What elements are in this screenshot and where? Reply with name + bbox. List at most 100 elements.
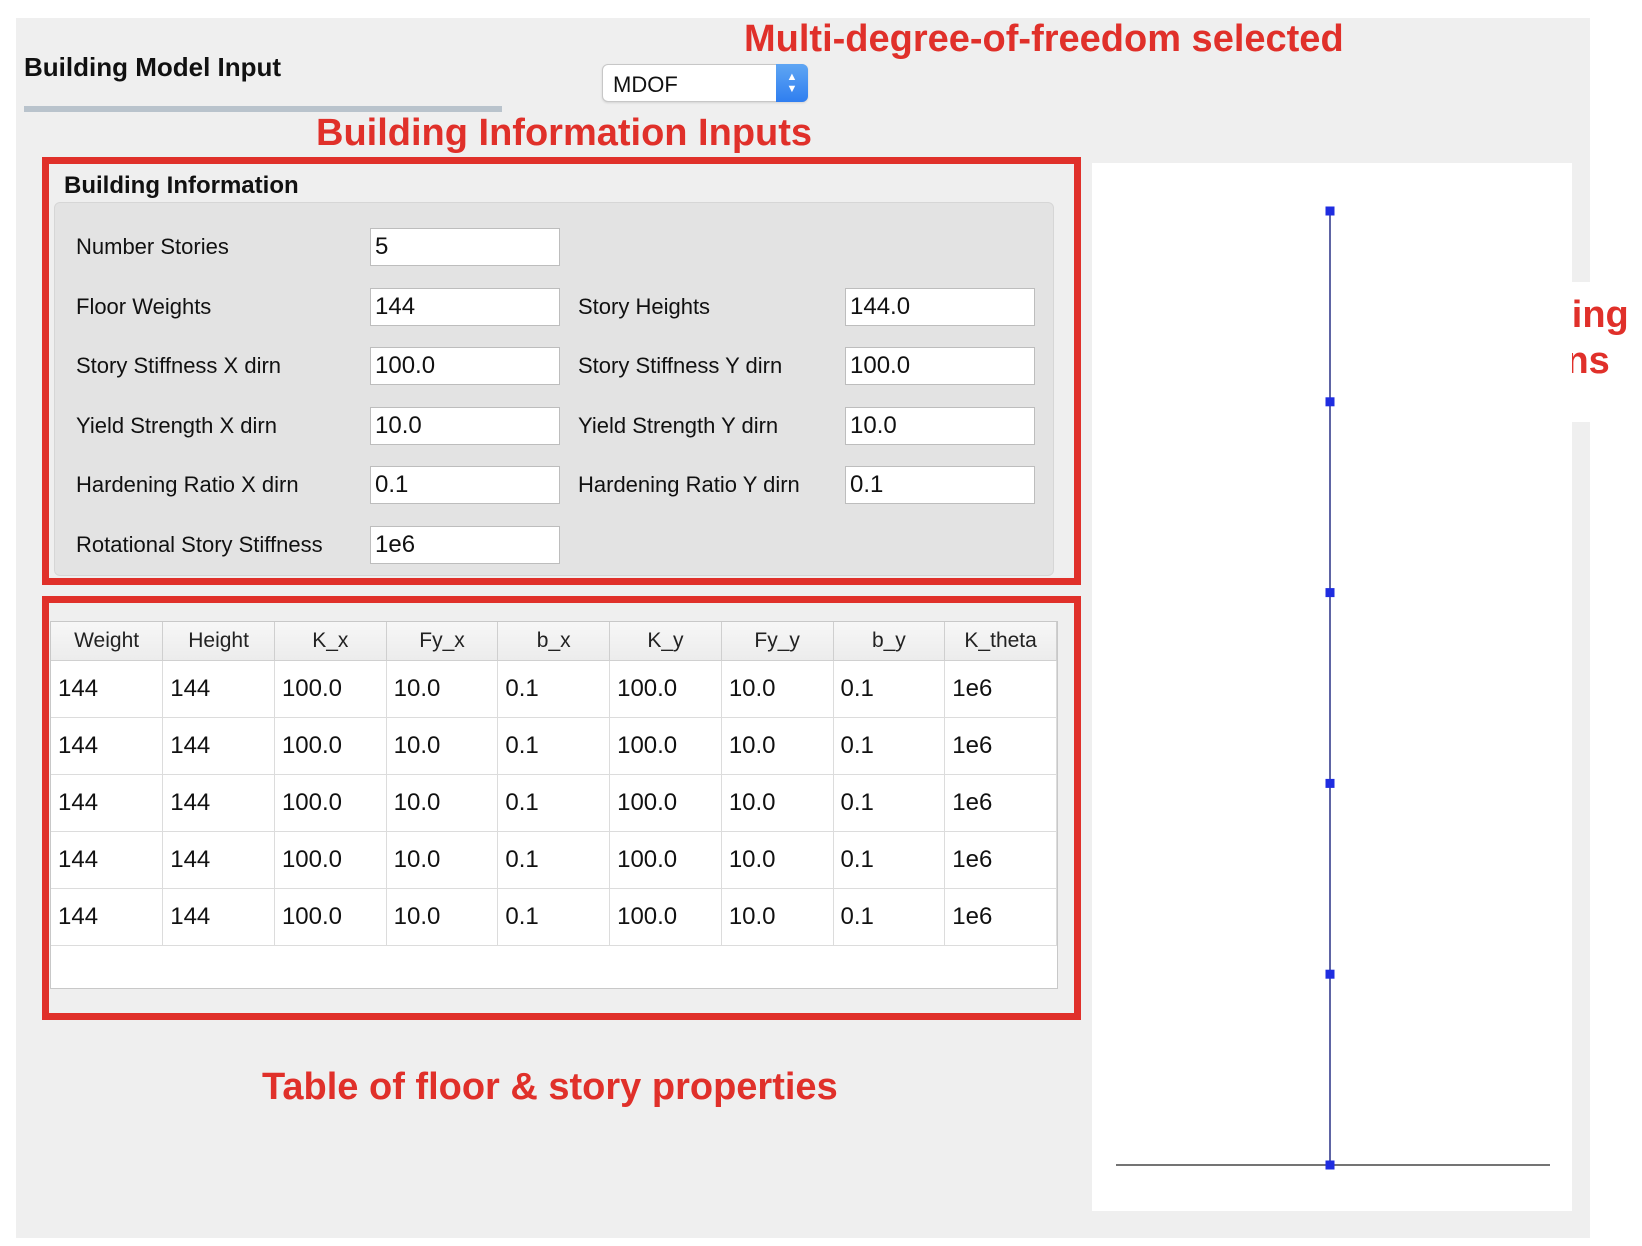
table-cell[interactable]: 144 <box>51 888 164 946</box>
building-info-highlight <box>42 157 1081 585</box>
annotation-mdof: Multi-degree-of-freedom selected <box>744 18 1344 60</box>
table-cell[interactable]: 100.0 <box>609 831 722 889</box>
table-row[interactable]: 144 144 100.0 10.0 0.1 100.0 10.0 0.1 1e6 <box>51 831 1057 889</box>
table-cell[interactable]: 0.1 <box>833 717 946 775</box>
table-cell[interactable]: 100.0 <box>609 774 722 832</box>
table-cell[interactable]: 10.0 <box>721 717 834 775</box>
table-cell[interactable]: 144 <box>162 660 275 718</box>
table-cell[interactable]: 0.1 <box>833 660 946 718</box>
yield-x-label: Yield Strength X dirn <box>76 413 277 438</box>
rotational-stiffness-input[interactable]: 1e6 <box>370 526 560 564</box>
table-cell[interactable]: 144 <box>162 774 275 832</box>
table-cell[interactable]: 1e6 <box>944 831 1057 889</box>
yield-x-input[interactable]: 10.0 <box>370 407 560 445</box>
table-cell[interactable]: 1e6 <box>944 774 1057 832</box>
table-row[interactable]: 144 144 100.0 10.0 0.1 100.0 10.0 0.1 1e6 <box>51 660 1057 718</box>
floor-weights-input[interactable]: 144 <box>370 288 560 326</box>
hardening-y-label: Hardening Ratio Y dirn <box>578 472 800 497</box>
table-cell[interactable]: 100.0 <box>609 660 722 718</box>
column-header-k-theta[interactable]: K_theta <box>944 622 1057 661</box>
table-cell[interactable]: 100.0 <box>274 717 387 775</box>
stiffness-y-label: Story Stiffness Y dirn <box>578 353 783 378</box>
table-header-row: Weight Height K_x Fy_x b_x K_y Fy_y b_y K_theta <box>51 622 1057 661</box>
table-highlight <box>42 596 1081 1020</box>
table-cell[interactable]: 10.0 <box>721 888 834 946</box>
column-header-height[interactable]: Height <box>162 622 275 661</box>
table-cell[interactable]: 0.1 <box>497 888 611 946</box>
table-cell[interactable]: 100.0 <box>274 888 387 946</box>
floor-node <box>1325 206 1335 216</box>
table-cell[interactable]: 144 <box>51 660 164 718</box>
table-cell[interactable]: 10.0 <box>386 660 499 718</box>
table-cell[interactable]: 10.0 <box>721 831 834 889</box>
floor-figure <box>1116 206 1550 1170</box>
model-type-select[interactable]: MDOF ▲ ▼ <box>602 64 808 102</box>
column-header-fy-x[interactable]: Fy_x <box>386 622 499 661</box>
floor-node <box>1325 969 1335 979</box>
table-cell[interactable]: 100.0 <box>274 660 387 718</box>
rotational-stiffness-label: Rotational Story Stiffness <box>76 532 323 557</box>
table-cell[interactable]: 1e6 <box>944 888 1057 946</box>
number-stories-input[interactable]: 5 <box>370 228 560 266</box>
properties-table: Weight Height K_x Fy_x b_x K_y Fy_y b_y K_theta … <box>51 622 1057 946</box>
table-cell[interactable]: 0.1 <box>833 831 946 889</box>
floor-node <box>1325 588 1335 598</box>
table-cell[interactable]: 10.0 <box>386 774 499 832</box>
hardening-x-label: Hardening Ratio X dirn <box>76 472 299 497</box>
column-header-k-x[interactable]: K_x <box>274 622 387 661</box>
table-cell[interactable]: 1e6 <box>944 660 1057 718</box>
table-cell[interactable]: 144 <box>162 831 275 889</box>
floor-node <box>1325 778 1335 788</box>
table-cell[interactable]: 10.0 <box>721 774 834 832</box>
table-cell[interactable]: 100.0 <box>609 888 722 946</box>
table-cell[interactable]: 10.0 <box>386 717 499 775</box>
floor-weights-label: Floor Weights <box>76 294 212 319</box>
section-title-underline <box>24 106 502 112</box>
yield-y-input[interactable]: 10.0 <box>845 407 1035 445</box>
annotation-building-info: Building Information Inputs <box>316 112 813 154</box>
ground-node <box>1325 1160 1335 1170</box>
annotation-table: Table of floor & story properties <box>262 1066 838 1108</box>
table-cell[interactable]: 144 <box>162 888 275 946</box>
story-heights-input[interactable]: 144.0 <box>845 288 1035 326</box>
table-cell[interactable]: 1e6 <box>944 717 1057 775</box>
stiffness-x-label: Story Stiffness X dirn <box>76 353 282 378</box>
table-cell[interactable]: 10.0 <box>386 888 499 946</box>
column-header-b-y[interactable]: b_y <box>833 622 946 661</box>
table-cell[interactable]: 144 <box>162 717 275 775</box>
properties-table-container: Weight Height K_x Fy_x b_x K_y Fy_y b_y K_theta … <box>50 621 1058 989</box>
table-cell[interactable]: 144 <box>51 717 164 775</box>
floor-node <box>1325 397 1335 407</box>
table-cell[interactable]: 0.1 <box>497 774 611 832</box>
table-cell[interactable]: 100.0 <box>609 717 722 775</box>
table-row[interactable]: 144 144 100.0 10.0 0.1 100.0 10.0 0.1 1e6 <box>51 717 1057 775</box>
table-cell[interactable]: 0.1 <box>833 774 946 832</box>
building-info-title: Building Information <box>64 172 299 199</box>
hardening-y-input[interactable]: 0.1 <box>845 466 1035 504</box>
stiffness-y-input[interactable]: 100.0 <box>845 347 1035 385</box>
table-row[interactable]: 144 144 100.0 10.0 0.1 100.0 10.0 0.1 1e6 <box>51 888 1057 946</box>
table-cell[interactable]: 0.1 <box>833 888 946 946</box>
column-header-b-x[interactable]: b_x <box>497 622 611 661</box>
table-cell[interactable]: 144 <box>51 774 164 832</box>
table-cell[interactable]: 100.0 <box>274 831 387 889</box>
table-cell[interactable]: 0.1 <box>497 660 611 718</box>
table-cell[interactable]: 0.1 <box>497 717 611 775</box>
table-row[interactable]: 144 144 100.0 10.0 0.1 100.0 10.0 0.1 1e6 <box>51 774 1057 832</box>
column-header-fy-y[interactable]: Fy_y <box>721 622 834 661</box>
section-title: Building Model Input <box>24 52 282 82</box>
hardening-x-input[interactable]: 0.1 <box>370 466 560 504</box>
select-arrows-icon: ▲ ▼ <box>776 64 808 102</box>
column-header-k-y[interactable]: K_y <box>609 622 722 661</box>
story-heights-label: Story Heights <box>578 294 711 319</box>
table-cell[interactable]: 0.1 <box>497 831 611 889</box>
table-cell[interactable]: 144 <box>51 831 164 889</box>
table-cell[interactable]: 100.0 <box>274 774 387 832</box>
number-stories-label: Number Stories <box>76 234 229 259</box>
yield-y-label: Yield Strength Y dirn <box>578 413 779 438</box>
stiffness-x-input[interactable]: 100.0 <box>370 347 560 385</box>
column-header-weight[interactable]: Weight <box>51 622 164 661</box>
table-cell[interactable]: 10.0 <box>386 831 499 889</box>
floor-figure-panel <box>1092 163 1572 1211</box>
table-cell[interactable]: 10.0 <box>721 660 834 718</box>
